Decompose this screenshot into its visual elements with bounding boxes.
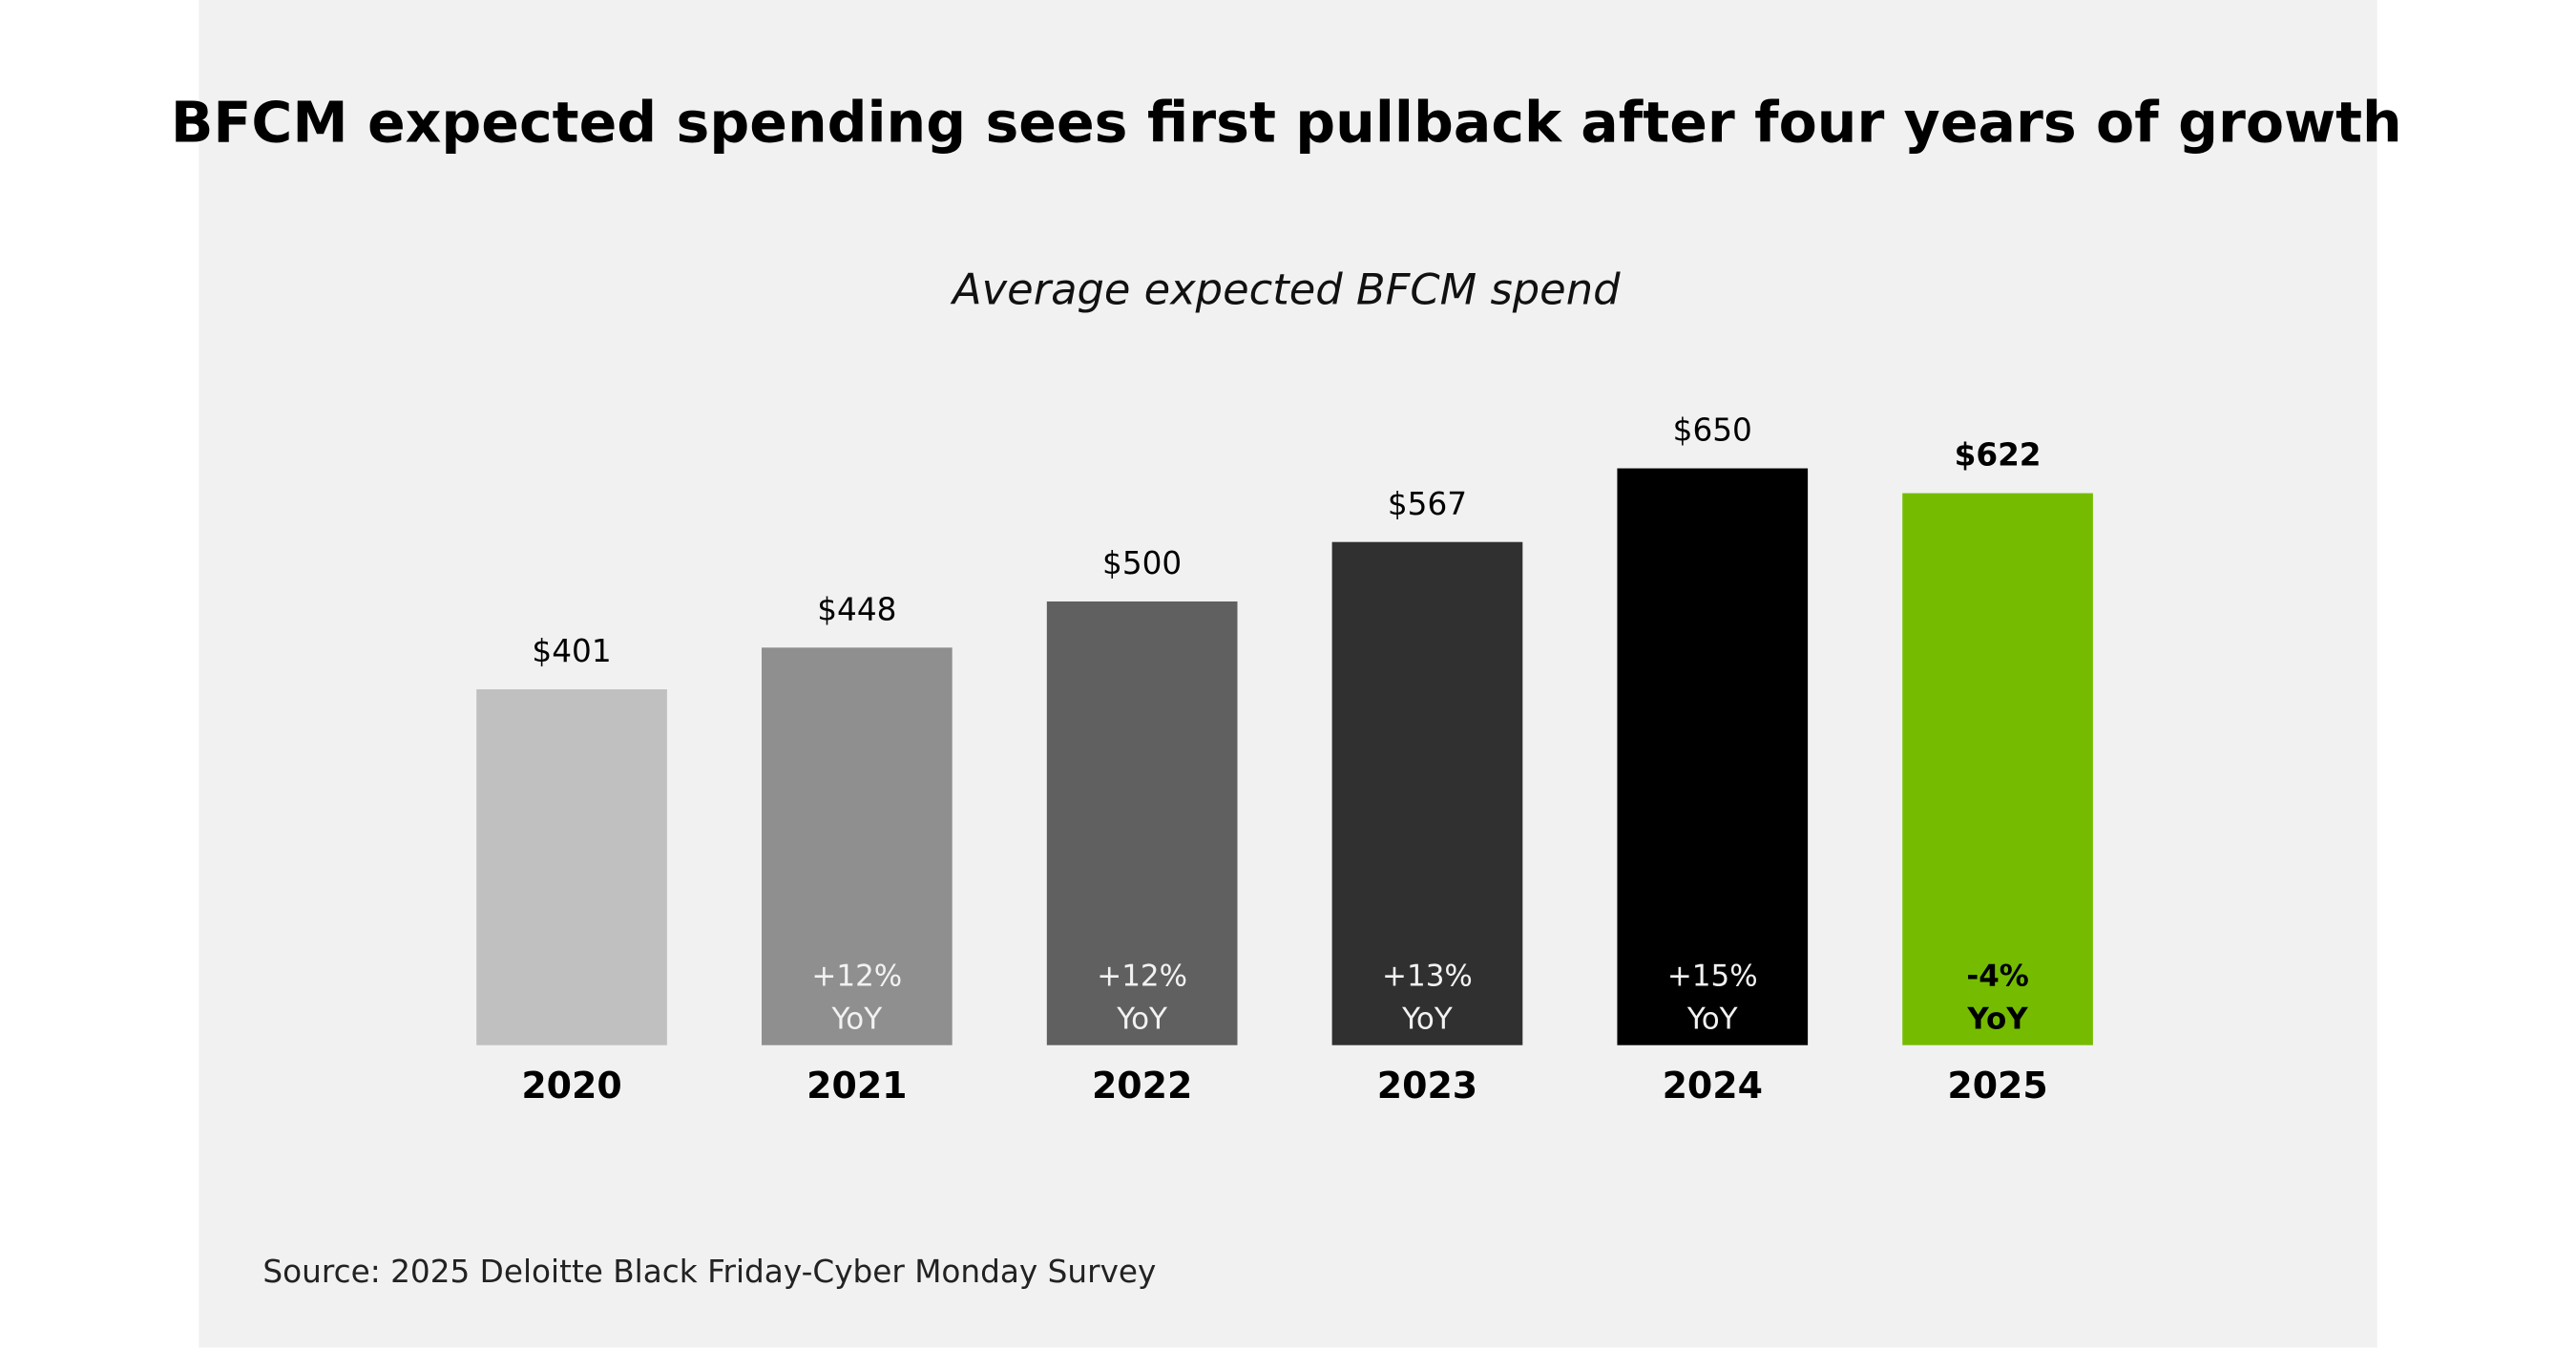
x-tick-label: 2021 [806, 1065, 907, 1107]
yoy-unit: YoY [1686, 1002, 1738, 1036]
x-tick-label: 2022 [1092, 1065, 1192, 1107]
bar [476, 688, 667, 1045]
value-label: $401 [532, 633, 611, 669]
bar [1902, 493, 2093, 1045]
chart-title: BFCM expected spending sees first pullba… [171, 91, 2402, 156]
yoy-change: +13% [1382, 960, 1473, 994]
x-tick-label: 2020 [521, 1065, 621, 1107]
bar [1331, 541, 1523, 1045]
bar [762, 647, 953, 1045]
value-label: $650 [1673, 412, 1752, 449]
x-tick-label: 2025 [1947, 1065, 2047, 1107]
source-note: Source: 2025 Deloitte Black Friday-Cyber… [262, 1254, 1156, 1290]
yoy-unit: YoY [1966, 1002, 2028, 1036]
x-tick-label: 2024 [1663, 1065, 1763, 1107]
yoy-change: +12% [1097, 960, 1187, 994]
chart-subtitle: Average expected BFCM spend [950, 264, 1621, 314]
yoy-unit: YoY [1116, 1002, 1167, 1036]
bar [1046, 601, 1238, 1045]
yoy-change: +15% [1667, 960, 1758, 994]
bar [1617, 468, 1809, 1045]
value-label: $622 [1955, 437, 2042, 474]
yoy-unit: YoY [1401, 1002, 1453, 1036]
value-label: $567 [1388, 486, 1467, 522]
value-label: $500 [1102, 545, 1182, 581]
value-label: $448 [817, 591, 896, 627]
yoy-change: -4% [1966, 960, 2028, 994]
x-tick-label: 2023 [1377, 1065, 1477, 1107]
yoy-change: +12% [811, 960, 902, 994]
yoy-unit: YoY [831, 1002, 883, 1036]
